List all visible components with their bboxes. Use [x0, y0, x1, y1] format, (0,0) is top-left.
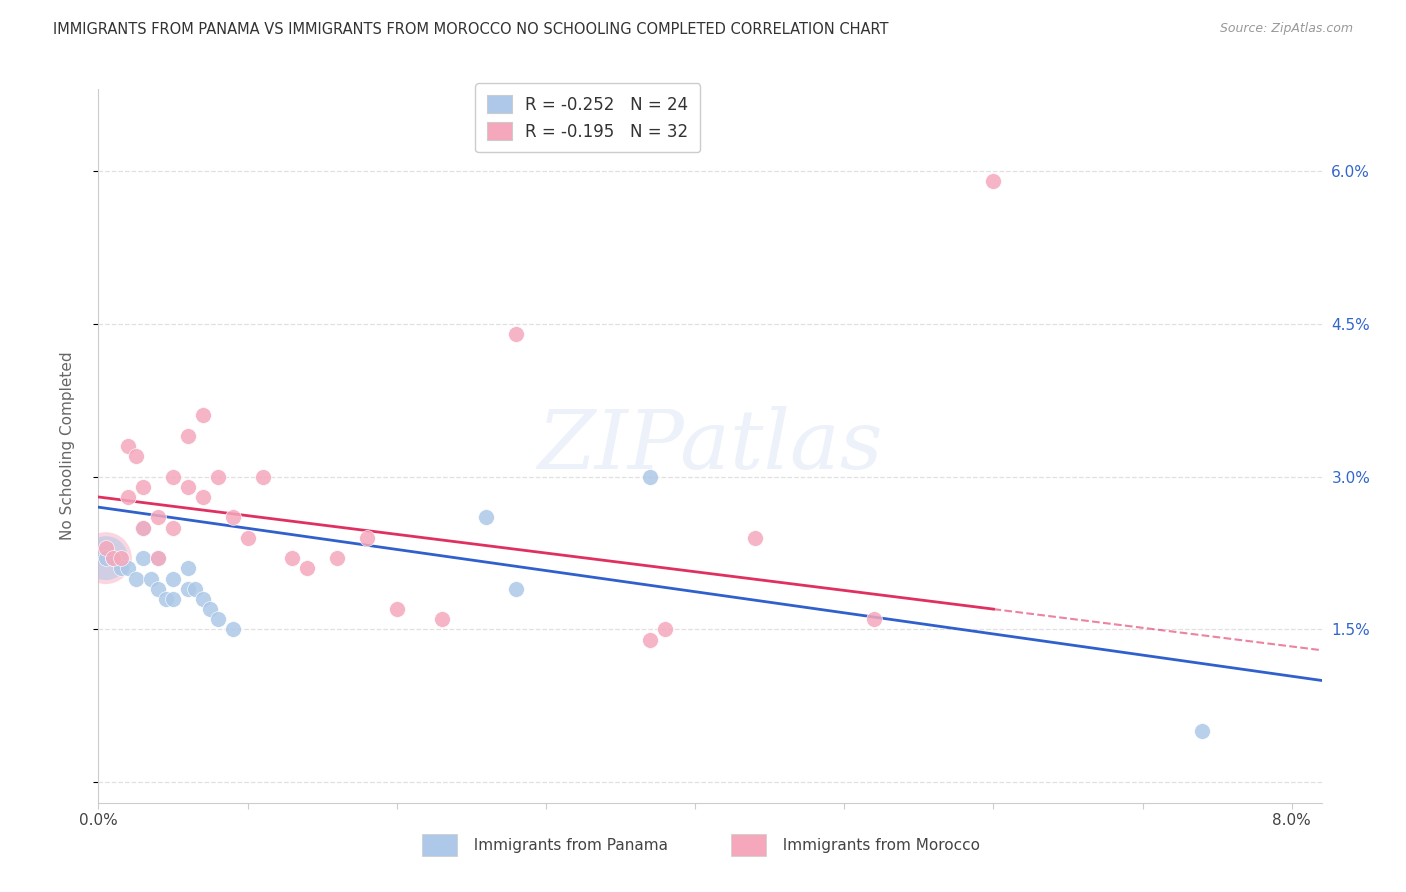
Point [207, 469, 229, 483]
Point [146, 551, 169, 566]
Point [252, 469, 274, 483]
Point [221, 623, 243, 637]
Point [191, 591, 214, 606]
Point [505, 582, 527, 596]
Point [430, 612, 453, 626]
Point [117, 439, 139, 453]
Point [221, 510, 243, 524]
Point [117, 490, 139, 504]
Point [117, 561, 139, 575]
Point [863, 612, 886, 626]
Point [132, 480, 155, 494]
Text: ZIPatlas: ZIPatlas [537, 406, 883, 486]
Point [162, 572, 184, 586]
Point [132, 551, 155, 566]
Point [505, 326, 527, 341]
Point [94, 551, 117, 566]
Point [162, 520, 184, 534]
Point [125, 449, 148, 463]
Point [177, 561, 200, 575]
Point [236, 531, 259, 545]
Point [207, 612, 229, 626]
Point [191, 490, 214, 504]
Point [125, 572, 148, 586]
Point [297, 561, 319, 575]
Point [110, 551, 132, 566]
Point [132, 520, 155, 534]
Point [281, 551, 304, 566]
Point [146, 551, 169, 566]
Point [177, 480, 200, 494]
Y-axis label: No Schooling Completed: No Schooling Completed [60, 351, 75, 541]
Point [356, 531, 378, 545]
Point [162, 591, 184, 606]
Point [103, 551, 125, 566]
Point [983, 174, 1005, 188]
Point [94, 551, 117, 566]
Text: Immigrants from Panama: Immigrants from Panama [464, 838, 668, 853]
Legend: R = -0.252   N = 24, R = -0.195   N = 32: R = -0.252 N = 24, R = -0.195 N = 32 [475, 83, 700, 153]
Text: Immigrants from Morocco: Immigrants from Morocco [773, 838, 980, 853]
Point [132, 520, 155, 534]
Point [744, 531, 766, 545]
Point [184, 582, 207, 596]
Point [191, 409, 214, 423]
Point [640, 469, 662, 483]
Point [654, 623, 676, 637]
Point [146, 582, 169, 596]
Point [640, 632, 662, 647]
Point [162, 469, 184, 483]
Text: Source: ZipAtlas.com: Source: ZipAtlas.com [1219, 22, 1353, 36]
Point [1191, 724, 1213, 739]
Point [155, 591, 177, 606]
Point [146, 510, 169, 524]
Point [110, 561, 132, 575]
Point [326, 551, 349, 566]
Point [103, 551, 125, 566]
Point [177, 429, 200, 443]
Point [94, 551, 117, 566]
Point [177, 582, 200, 596]
Point [475, 510, 498, 524]
Point [139, 572, 162, 586]
Point [200, 602, 222, 616]
Text: IMMIGRANTS FROM PANAMA VS IMMIGRANTS FROM MOROCCO NO SCHOOLING COMPLETED CORRELA: IMMIGRANTS FROM PANAMA VS IMMIGRANTS FRO… [53, 22, 889, 37]
Point [94, 541, 117, 555]
Point [385, 602, 408, 616]
